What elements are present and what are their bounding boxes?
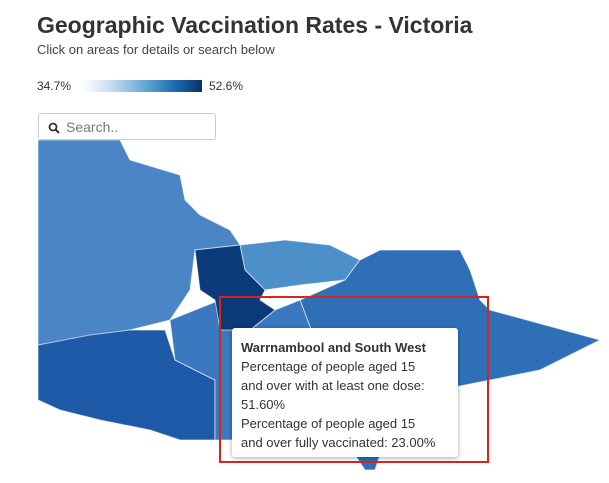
search-icon xyxy=(48,122,60,134)
tooltip-line: Percentage of people aged 15 xyxy=(241,359,416,374)
search-box[interactable]: Search.. xyxy=(38,113,216,140)
highlight-box xyxy=(219,296,489,463)
title: Geographic Vaccination Rates - Victoria xyxy=(37,12,473,38)
tooltip-line: Percentage of people aged 15 xyxy=(241,416,416,431)
tooltip-line: and over fully vaccinated: 23.00% xyxy=(241,435,436,450)
region[interactable] xyxy=(194,244,276,331)
subtitle: Click on areas for details or search bel… xyxy=(37,42,275,57)
legend-max: 52.6% xyxy=(209,79,244,93)
legend-gradient xyxy=(82,80,202,92)
legend-min: 34.7% xyxy=(37,79,72,93)
tooltip-title: Warrnambool and South West xyxy=(241,340,426,355)
tooltip-line: and over with at least one dose: xyxy=(241,378,425,393)
search-placeholder: Search.. xyxy=(66,119,119,135)
tooltip-line: 51.60% xyxy=(241,397,286,412)
tooltip: Warrnambool and South West Percentage of… xyxy=(232,328,458,457)
